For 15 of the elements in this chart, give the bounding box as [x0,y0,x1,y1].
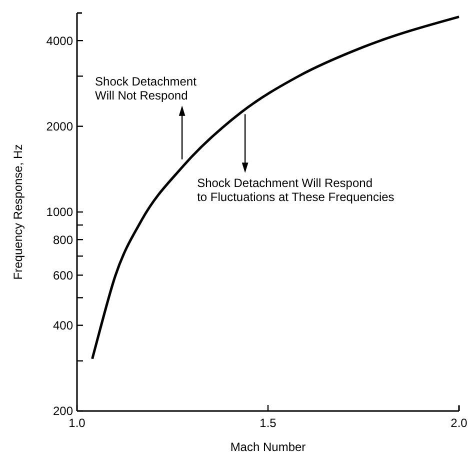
y-tick-label: 800 [52,232,74,247]
annotation: Shock Detachment Will Not Respond [95,74,198,102]
y-tick-label: 200 [52,404,74,418]
annotation: Shock Detachment Will Respond to Fluctuations at These Frequencies [197,176,394,204]
x-tick-label: 1.0 [68,416,86,430]
line-series [91,16,460,360]
x-tick-label: 1.5 [260,416,277,430]
x-axis-title: Mach Number [230,440,306,454]
y-axis-title: Frequency Response, Hz [11,144,25,280]
y-tick-label: 1000 [46,205,74,220]
x-tick-label: 2.0 [450,416,468,430]
y-tick-label: 600 [52,268,74,282]
y-tick-label: 4000 [46,34,74,48]
y-tick-label: 2000 [46,119,74,134]
y-tick-label: 400 [52,318,74,332]
